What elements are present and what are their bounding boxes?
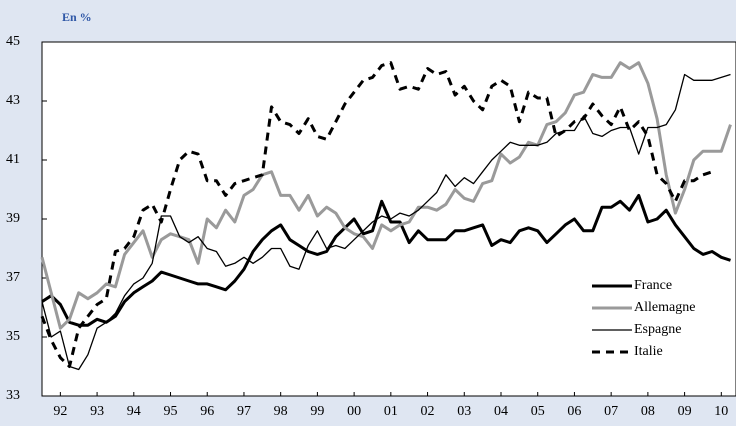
x-tick-label: 99 [310, 404, 324, 419]
legend-label: France [634, 278, 672, 293]
y-tick-label: 35 [6, 329, 20, 344]
y-tick-label: 41 [6, 152, 20, 167]
series-line [40, 61, 732, 330]
x-tick-label: 93 [90, 404, 104, 419]
y-tick-label: 43 [6, 93, 20, 108]
x-tick-label: 09 [678, 404, 692, 419]
x-tick-label: 95 [164, 404, 178, 419]
series-line [40, 61, 713, 368]
x-tick-label: 98 [274, 404, 288, 419]
x-tick-label: 02 [421, 404, 435, 419]
x-tick-label: 07 [604, 404, 618, 419]
series-line [41, 73, 731, 371]
y-tick-label: 39 [6, 211, 20, 226]
x-tick-label: 05 [531, 404, 545, 419]
x-tick-label: 97 [237, 404, 251, 419]
x-tick-label: 03 [457, 404, 471, 419]
x-tick-label: 08 [641, 404, 655, 419]
x-tick-label: 01 [384, 404, 398, 419]
series-line [41, 193, 731, 327]
unit-label: En % [62, 10, 92, 24]
legend-label: Espagne [634, 322, 681, 337]
x-tick-label: 94 [127, 404, 141, 419]
legend-label: Allemagne [634, 300, 695, 315]
x-tick-label: 06 [567, 404, 581, 419]
y-tick-label: 37 [6, 270, 20, 285]
x-tick-label: 96 [200, 404, 214, 419]
x-tick-label: 00 [347, 404, 361, 419]
y-tick-label: 45 [6, 34, 20, 49]
x-tick-label: 04 [494, 404, 508, 419]
x-tick-label: 10 [714, 404, 728, 419]
legend-label: Italie [634, 344, 663, 359]
x-tick-label: 92 [53, 404, 67, 419]
y-tick-label: 33 [6, 388, 20, 403]
